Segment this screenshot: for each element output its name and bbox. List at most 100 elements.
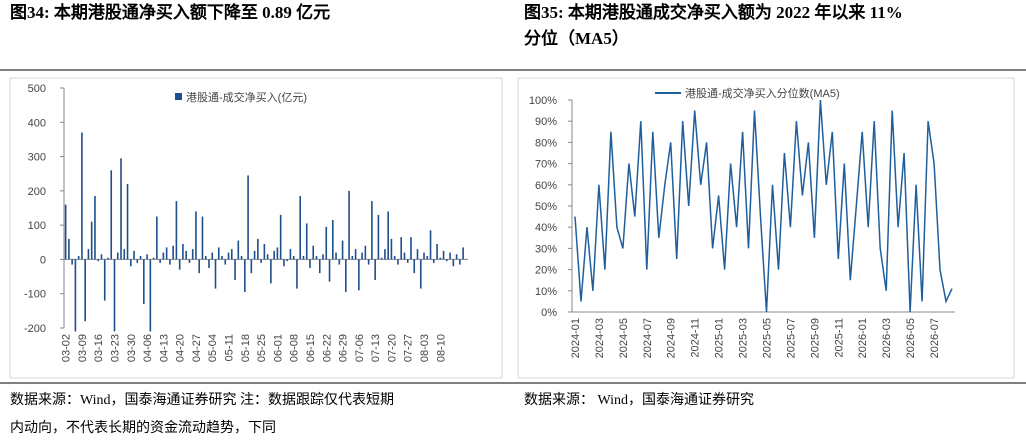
bar bbox=[175, 201, 178, 260]
x-tick-label: 2026-05 bbox=[905, 318, 917, 358]
bar bbox=[116, 252, 119, 260]
bar bbox=[364, 245, 367, 260]
bar bbox=[400, 237, 403, 260]
x-tick-label: 03-16 bbox=[93, 334, 105, 362]
bar bbox=[436, 244, 438, 260]
bar bbox=[250, 259, 253, 274]
bar bbox=[244, 259, 246, 292]
bar bbox=[380, 257, 383, 260]
legend-label: 港股通-成交净买入分位数(MA5) bbox=[685, 86, 840, 100]
y-tick-label: 70% bbox=[535, 159, 557, 171]
bar bbox=[270, 259, 272, 284]
y-tick-label: 10% bbox=[535, 286, 557, 298]
x-tick-label: 06-29 bbox=[338, 334, 350, 362]
y-tick-label: 0 bbox=[40, 254, 46, 266]
y-tick-label: 200 bbox=[28, 186, 46, 198]
bar bbox=[217, 247, 220, 260]
bar bbox=[416, 249, 419, 260]
bar bbox=[211, 252, 214, 260]
bar bbox=[84, 259, 86, 322]
x-tick-label: 2024-03 bbox=[594, 318, 606, 358]
chart-title: 图34: 本期港股通净买入额下降至 0.89 亿元 bbox=[10, 2, 330, 22]
bar bbox=[129, 259, 132, 267]
y-tick-label: 0% bbox=[541, 307, 557, 319]
x-tick-label: 2024-05 bbox=[618, 318, 630, 358]
source-note: 数据来源： Wind，国泰海通证券研究 bbox=[524, 392, 754, 408]
bar bbox=[446, 259, 448, 262]
x-tick-label: 04-06 bbox=[142, 334, 154, 362]
y-tick-label: 90% bbox=[535, 116, 557, 128]
y-tick-label: -100 bbox=[24, 289, 46, 301]
bar bbox=[423, 252, 425, 260]
x-tick-label: 08-03 bbox=[419, 334, 431, 362]
bar bbox=[260, 259, 262, 263]
x-tick-label: 03-09 bbox=[77, 334, 89, 362]
bar bbox=[296, 259, 298, 289]
bar bbox=[305, 223, 308, 260]
bar bbox=[410, 237, 412, 260]
x-tick-label: 04-27 bbox=[191, 334, 203, 362]
bar bbox=[149, 259, 152, 332]
x-tick-label: 07-27 bbox=[403, 334, 415, 362]
bar bbox=[136, 259, 139, 263]
bar bbox=[126, 184, 129, 260]
bar bbox=[354, 249, 357, 260]
bar bbox=[64, 204, 67, 260]
x-tick-label: 07-20 bbox=[386, 334, 398, 362]
bar bbox=[367, 259, 370, 265]
bar bbox=[71, 259, 73, 265]
x-tick-label: 07-13 bbox=[370, 334, 382, 362]
legend-swatch bbox=[175, 93, 182, 100]
bar bbox=[263, 244, 266, 260]
bar bbox=[390, 238, 393, 260]
bar bbox=[159, 259, 161, 263]
bar bbox=[413, 259, 416, 274]
bar bbox=[283, 259, 285, 267]
x-tick-label: 2025-05 bbox=[761, 318, 773, 358]
x-tick-label: 04-20 bbox=[175, 334, 187, 362]
bar bbox=[312, 245, 315, 260]
x-tick-label: 05-25 bbox=[256, 334, 268, 362]
source-note: 数据来源：Wind，国泰海通证券研究 注：数据跟踪仅代表短期 bbox=[10, 392, 394, 408]
chart-title: 图35: 本期港股通成交净买入额为 2022 年以来 11% bbox=[524, 2, 903, 22]
x-tick-label: 2024-01 bbox=[570, 318, 582, 358]
bar bbox=[459, 259, 461, 265]
y-tick-label: 100 bbox=[28, 220, 46, 232]
x-tick-label: 03-23 bbox=[110, 334, 122, 362]
bar bbox=[338, 259, 341, 265]
bar bbox=[266, 254, 269, 260]
x-tick-label: 2026-03 bbox=[881, 318, 893, 358]
y-tick-label: 500 bbox=[28, 83, 46, 95]
bar bbox=[230, 249, 233, 260]
bar bbox=[185, 250, 187, 260]
legend-label: 港股通-成交净买入(亿元) bbox=[186, 90, 307, 104]
x-tick-label: 05-11 bbox=[224, 334, 236, 361]
x-tick-label: 08-10 bbox=[435, 334, 447, 362]
bar bbox=[208, 259, 210, 268]
bar bbox=[315, 256, 318, 260]
y-tick-label: 100% bbox=[529, 95, 557, 107]
bar bbox=[133, 250, 135, 260]
bar bbox=[358, 259, 360, 291]
x-tick-label: 2024-09 bbox=[666, 318, 678, 358]
chart-title: 分位（MA5） bbox=[524, 28, 629, 48]
bar bbox=[429, 230, 432, 260]
bar bbox=[90, 221, 93, 260]
bar bbox=[198, 259, 201, 274]
source-note: 内动向，不代表长期的资金流动趋势，下同 bbox=[10, 420, 276, 436]
x-tick-label: 2026-01 bbox=[857, 318, 869, 358]
bar bbox=[462, 247, 464, 260]
x-tick-label: 2025-11 bbox=[833, 318, 845, 358]
x-tick-label: 2025-07 bbox=[785, 318, 797, 358]
bar bbox=[374, 259, 376, 280]
bar bbox=[257, 238, 259, 260]
y-tick-label: 30% bbox=[535, 243, 557, 255]
bar bbox=[318, 259, 321, 274]
bar bbox=[103, 259, 106, 301]
bar bbox=[68, 238, 70, 260]
bar bbox=[419, 259, 422, 289]
bar bbox=[449, 252, 451, 260]
bar bbox=[139, 256, 142, 260]
bar bbox=[403, 252, 406, 260]
bar bbox=[237, 240, 240, 260]
